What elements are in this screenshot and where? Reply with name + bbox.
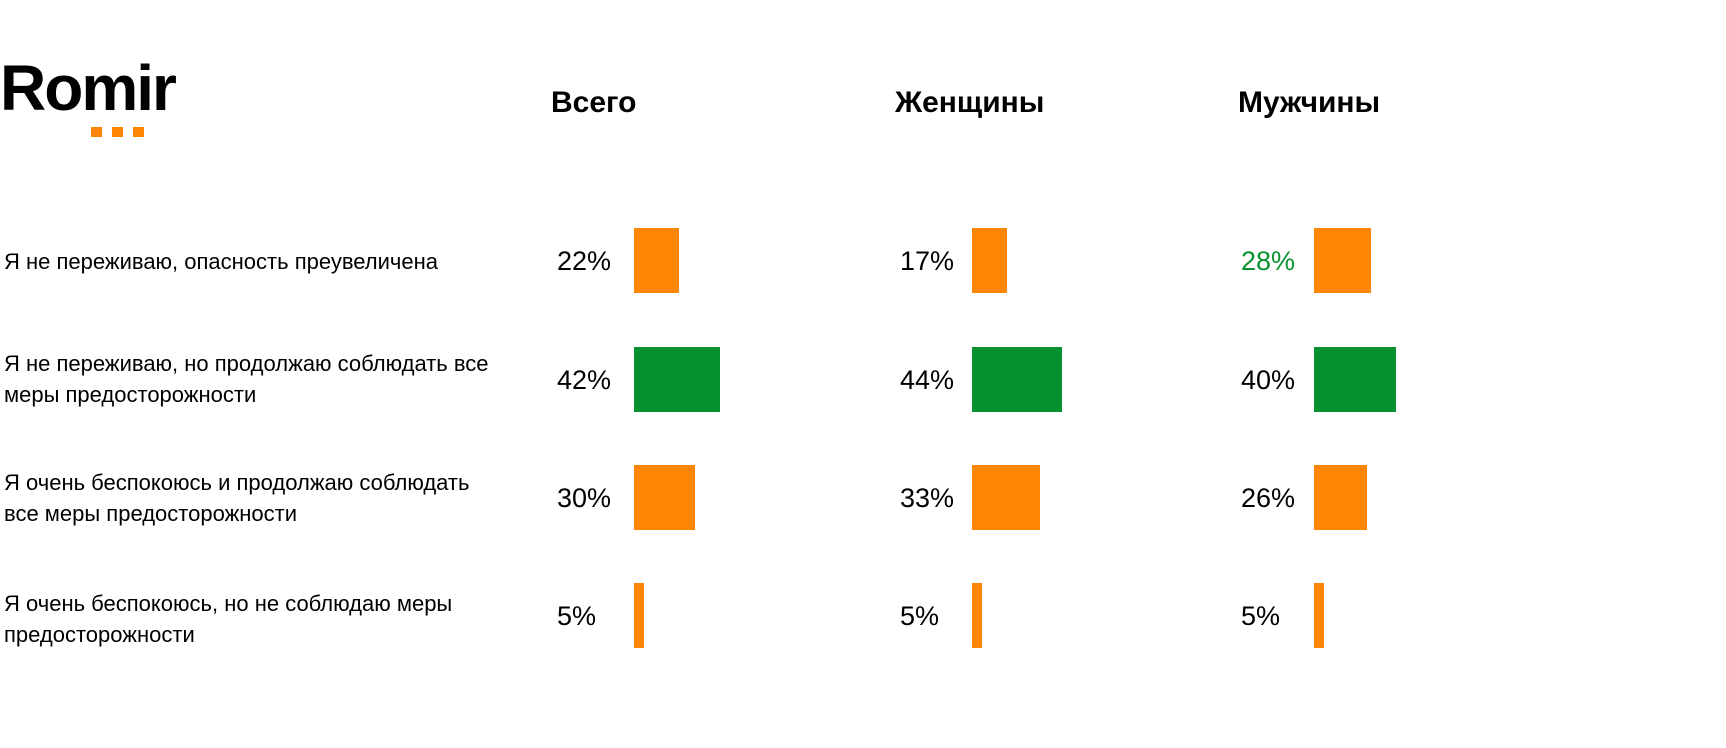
value-label: 33% (900, 483, 955, 513)
bar (634, 583, 644, 648)
romir-logo: Romir (0, 52, 177, 124)
column-header-men: Мужчины (1238, 86, 1381, 119)
bar (972, 583, 982, 648)
bar (1314, 465, 1367, 530)
bar (1314, 228, 1371, 293)
category-label: Я не переживаю, но продолжаю соблюдать в… (4, 351, 489, 407)
value-label: 26% (1241, 483, 1296, 513)
bar (972, 347, 1062, 412)
bar (1314, 347, 1396, 412)
value-label: 17% (900, 246, 955, 276)
column-header-total: Всего (551, 86, 637, 119)
value-label: 42% (557, 365, 612, 395)
bar (972, 465, 1040, 530)
value-label: 28% (1241, 246, 1296, 276)
value-label: 30% (557, 483, 612, 513)
category-label: Я очень беспокоюсь и продолжаю соблюдать… (4, 470, 470, 526)
logo-dots (91, 124, 154, 142)
bar (1314, 583, 1324, 648)
value-label: 5% (1241, 601, 1281, 631)
value-label: 40% (1241, 365, 1296, 395)
value-label: 5% (557, 601, 597, 631)
column-header-women: Женщины (895, 86, 1045, 119)
category-label: Я не переживаю, опасность преувеличена (4, 249, 438, 274)
value-label: 44% (900, 365, 955, 395)
bar (972, 228, 1007, 293)
category-label: Я очень беспокоюсь, но не соблюдаю меры … (4, 591, 453, 647)
bar (634, 228, 679, 293)
bar (634, 347, 720, 412)
value-label: 5% (900, 601, 940, 631)
value-label: 22% (557, 246, 612, 276)
bar (634, 465, 695, 530)
